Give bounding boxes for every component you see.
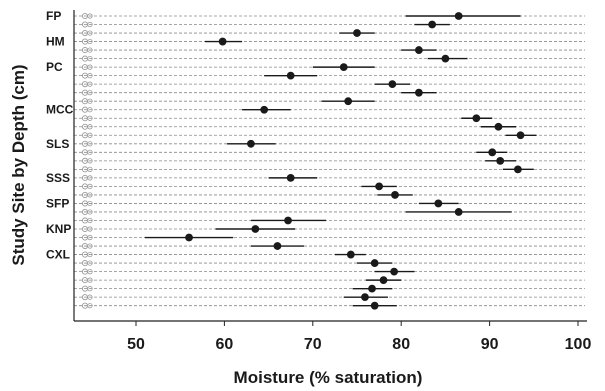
- data-point: [339, 63, 348, 72]
- data-point: [346, 250, 355, 259]
- data-point: [247, 139, 255, 148]
- data-points: [185, 12, 525, 310]
- strip-marker: [87, 38, 93, 45]
- strip-marker: [87, 226, 93, 232]
- data-point: [284, 216, 292, 225]
- strip-marker: [87, 277, 93, 283]
- data-point: [428, 20, 437, 29]
- data-point: [370, 259, 379, 267]
- strip-marker: [87, 192, 93, 198]
- strip-marker: [87, 268, 93, 275]
- strip-marker: [87, 47, 93, 53]
- data-point: [344, 97, 353, 106]
- data-point: [185, 233, 193, 242]
- strip-marker: [87, 149, 93, 155]
- site-label: SFP: [46, 196, 69, 210]
- strip-marker: [87, 286, 93, 292]
- x-tick-label: 90: [481, 336, 499, 353]
- data-point: [441, 54, 450, 63]
- site-label: KNP: [46, 222, 71, 236]
- x-tick-label: 70: [304, 336, 322, 353]
- data-point: [286, 173, 295, 182]
- strip-marker: [87, 81, 93, 87]
- data-point: [375, 182, 383, 191]
- strip-marker: [87, 73, 93, 79]
- strip-marker: [87, 30, 93, 36]
- data-point: [388, 80, 397, 89]
- x-tick-label: 80: [392, 336, 410, 353]
- strip-marker: [87, 166, 93, 172]
- data-point: [260, 105, 269, 114]
- data-point: [472, 114, 481, 123]
- strip-marker: [87, 183, 93, 189]
- data-point: [353, 29, 361, 37]
- x-axis-ticks: 50 60 70 80 90 100: [127, 321, 591, 353]
- y-axis-title: Study Site by Depth (cm): [9, 64, 28, 265]
- data-point: [434, 199, 443, 208]
- strip-marker: [87, 132, 93, 138]
- data-point: [414, 46, 423, 54]
- data-point: [390, 267, 399, 276]
- data-point: [454, 12, 463, 20]
- strip-marker: [87, 55, 93, 62]
- data-point: [516, 131, 525, 140]
- strip-marker: [87, 303, 93, 309]
- site-label: CXL: [46, 248, 70, 262]
- strip-marker: [87, 260, 93, 266]
- site-label: MCC: [46, 103, 74, 117]
- x-tick-label: 60: [216, 336, 234, 353]
- strip-marker: [87, 175, 93, 181]
- strip-marker: [87, 141, 93, 147]
- strip-marker: [87, 90, 93, 96]
- data-point: [286, 71, 295, 80]
- strip-marker: [87, 107, 93, 113]
- data-point: [361, 293, 369, 302]
- site-label: FP: [46, 9, 61, 23]
- data-point: [370, 301, 379, 310]
- strip-marker: [87, 98, 93, 104]
- strip-marker: [87, 158, 93, 164]
- site-label: SSS: [46, 171, 70, 185]
- x-tick-label: 100: [565, 336, 592, 353]
- strip-marker: [87, 209, 93, 215]
- strip-marker: [87, 234, 93, 241]
- vertical-strip-markers: [81, 12, 93, 309]
- strip-marker: [87, 64, 93, 70]
- x-axis-title: Moisture (% saturation): [234, 368, 423, 387]
- data-point: [273, 242, 282, 250]
- data-point: [218, 37, 227, 46]
- data-point: [496, 156, 505, 165]
- strip-marker: [87, 200, 93, 207]
- data-point: [391, 191, 399, 199]
- data-point: [368, 284, 376, 293]
- data-point: [513, 165, 522, 174]
- site-labels: FP HM PC MCC SLS SSS SFP KNP CXL: [46, 9, 74, 262]
- site-label: SLS: [46, 137, 69, 151]
- strip-marker: [87, 21, 93, 28]
- strip-marker: [87, 294, 93, 300]
- strip-marker: [87, 13, 93, 19]
- data-point: [379, 276, 388, 285]
- site-label: HM: [46, 35, 65, 49]
- site-label: PC: [46, 60, 63, 74]
- data-point: [494, 122, 503, 131]
- strip-marker: [87, 115, 93, 121]
- strip-marker: [87, 251, 93, 258]
- data-point: [454, 208, 463, 216]
- x-tick-label: 50: [127, 336, 145, 353]
- strip-marker: [87, 124, 93, 130]
- strip-marker: [87, 243, 93, 249]
- strip-marker: [87, 217, 93, 224]
- data-point: [488, 148, 497, 157]
- data-point: [414, 88, 423, 97]
- data-point: [251, 225, 260, 233]
